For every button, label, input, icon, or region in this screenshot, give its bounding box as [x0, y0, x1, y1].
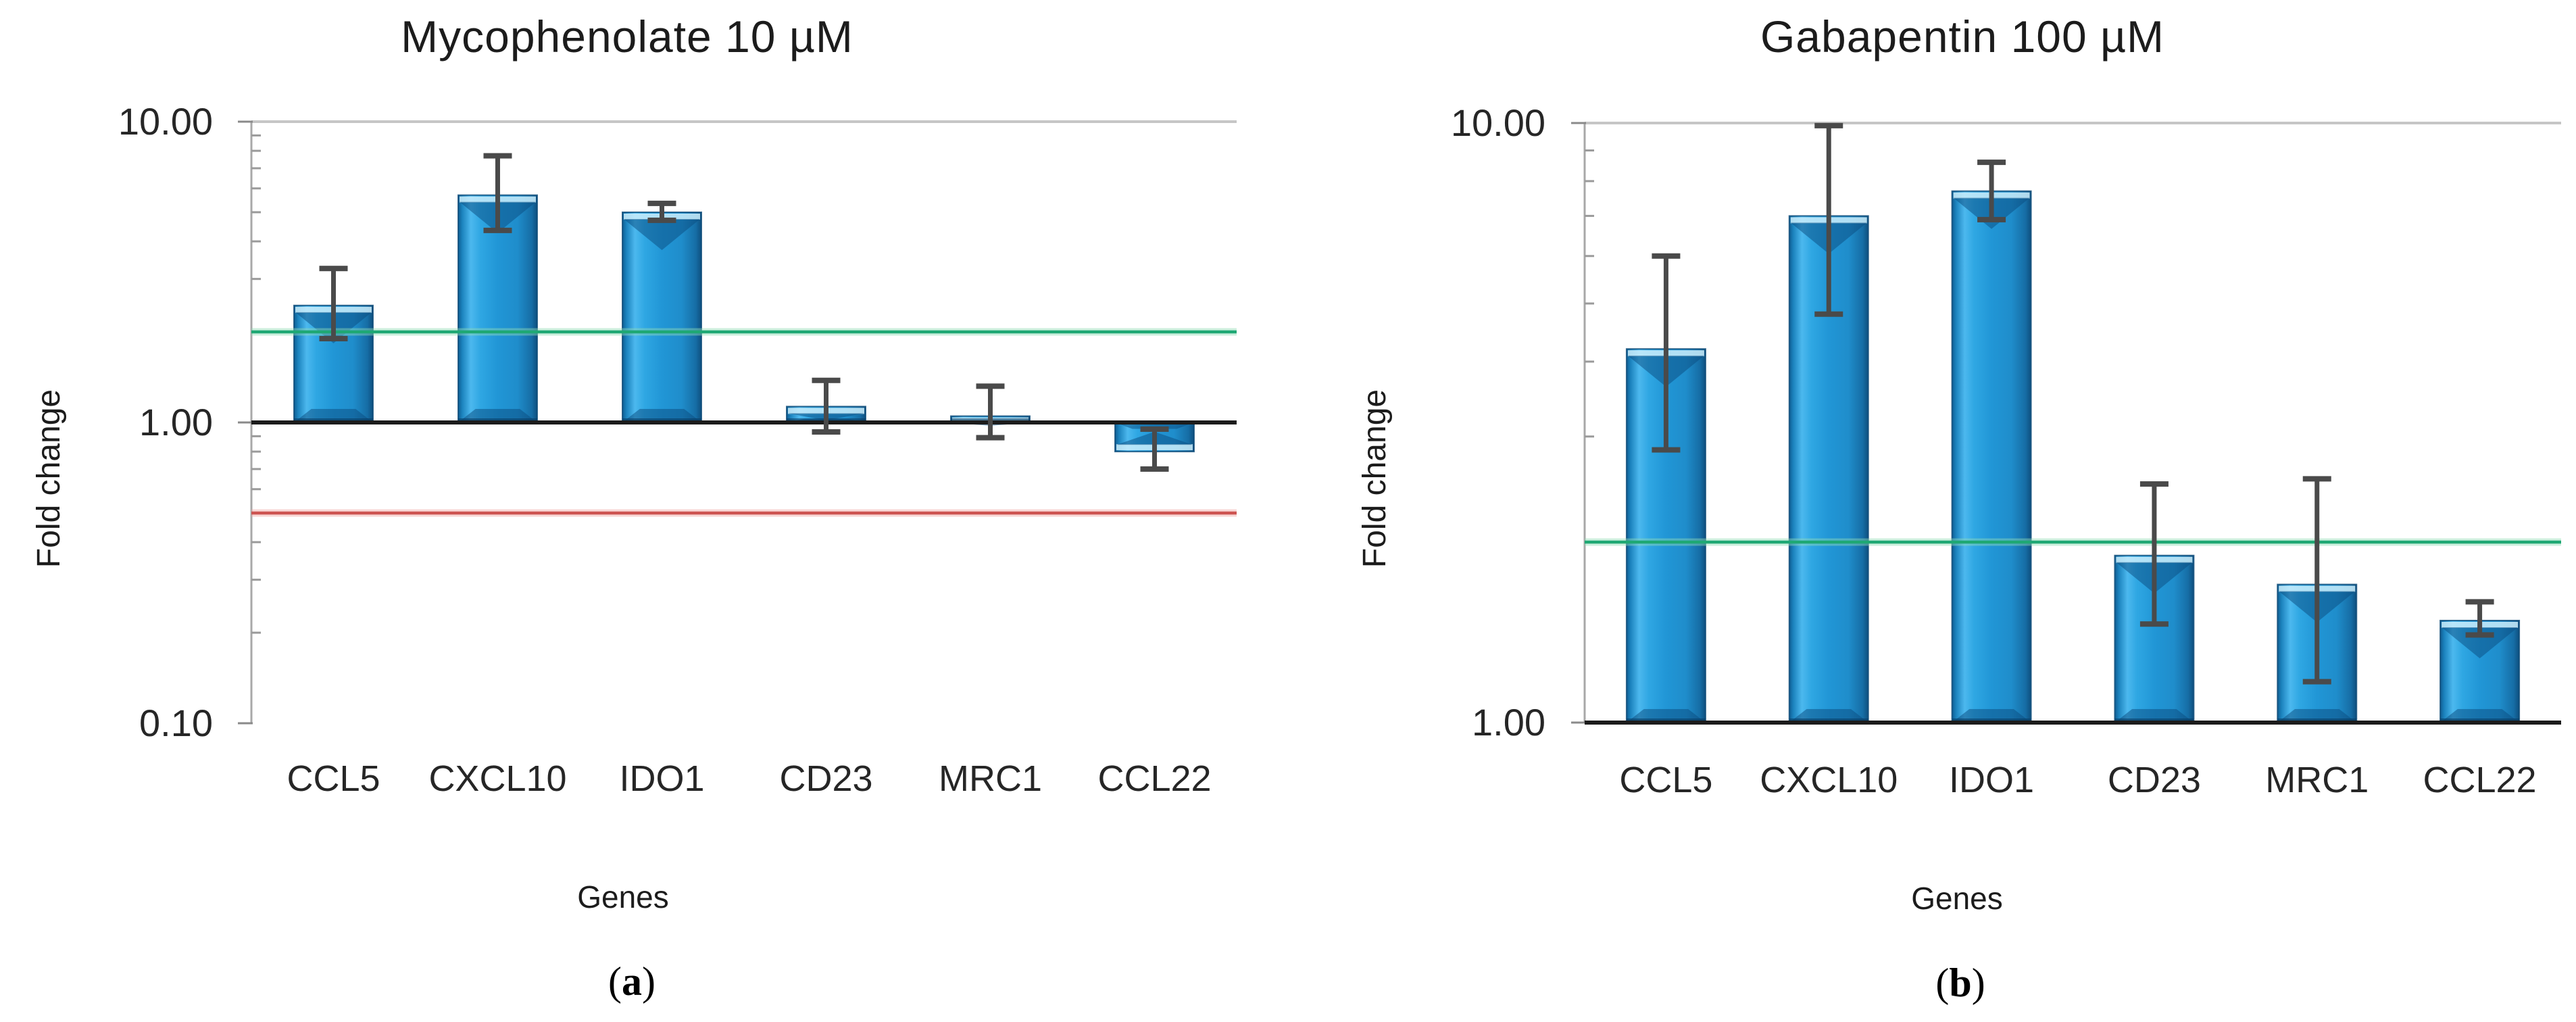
panel-a-error-cap-low — [647, 217, 676, 223]
panel-a-ytick-10: 10.00 — [118, 100, 213, 143]
panel-b-error-cap-high — [1977, 160, 2006, 166]
panel-a-xtick-ccl5: CCL5 — [287, 758, 380, 799]
panel-a-y-axis-title: Fold change — [31, 389, 67, 568]
panel-a-error-cap-high — [976, 383, 1005, 389]
panel-a-caption: (a) — [497, 958, 767, 1005]
panel-b-bar-ido1 — [1951, 190, 2032, 723]
panel-a-error-cap-low — [812, 429, 841, 435]
panel-a-bar-ccl5 — [293, 304, 374, 424]
panel-a-caption-open-paren: ( — [608, 959, 622, 1004]
panel-b-error-cap-high — [1814, 122, 1843, 128]
panel-b-xtick-ccl22: CCL22 — [2423, 760, 2537, 800]
panel-a-ytick-01: 0.10 — [139, 702, 213, 744]
panel-b-error-cap-high — [2465, 599, 2494, 605]
panel-a-error-cap-high — [812, 377, 841, 383]
panel-b-error-cap-low — [1652, 447, 1681, 453]
panel-b-x-axis-title: Genes — [1911, 881, 2003, 916]
panel-a-error-cap-high — [319, 266, 348, 272]
panel-a-error-cap-low — [1140, 466, 1169, 472]
panel-b-error-cap-low — [1977, 216, 2006, 222]
panel-a-error-cap-high — [647, 200, 676, 206]
panel-b-caption-letter: b — [1949, 960, 1972, 1005]
panel-a-xtick-cxcl10: CXCL10 — [428, 758, 567, 799]
panel-b-caption-close-paren: ) — [1971, 960, 1985, 1005]
panel-b-error-cap-low — [2139, 621, 2169, 627]
panel-a-x-axis-labels: CCL5 CXCL10 IDO1 CD23 MRC1 CCL22 — [251, 758, 1237, 799]
panel-b-ytick-10: 10.00 — [1450, 101, 1545, 144]
panel-a-error-cap-low — [483, 227, 512, 233]
panel-a-title: Mycophenolate 10 µM — [401, 11, 853, 62]
panel-a-x-axis-title: Genes — [577, 879, 669, 915]
panel-a-error-cap-high — [483, 153, 512, 159]
panel-a-xtick-ccl22: CCL22 — [1097, 758, 1212, 799]
panel-b-xtick-ido1: IDO1 — [1949, 760, 2035, 800]
panel-b-error-cap-low — [2465, 632, 2494, 638]
panel-a-caption-close-paren: ) — [642, 959, 655, 1004]
panel-b-error-cap-low — [1814, 311, 1843, 317]
panel-b-error-cap-high — [1652, 253, 1681, 259]
panel-a-error-cap-high — [1140, 426, 1169, 432]
panel-b-xtick-mrc1: MRC1 — [2265, 760, 2369, 800]
panel-b-bar-top-bevel — [2442, 627, 2519, 658]
panel-b-caption: (b) — [1825, 960, 2096, 1006]
panel-a-xtick-cd23: CD23 — [779, 758, 873, 799]
panel-a-xtick-mrc1: MRC1 — [938, 758, 1042, 799]
panel-b-xtick-cd23: CD23 — [2107, 760, 2201, 800]
panel-a-error-cap-low — [976, 435, 1005, 441]
panel-b-x-axis-labels: CCL5 CXCL10 IDO1 CD23 MRC1 CCL22 — [1585, 760, 2561, 800]
panel-b-ytick-1: 1.00 — [1472, 701, 1545, 744]
panel-b-title: Gabapentin 100 µM — [1760, 11, 2165, 62]
panel-b-xtick-ccl5: CCL5 — [1619, 760, 1713, 800]
panel-a-error-cap-low — [319, 335, 348, 341]
panel-b-error-cap-low — [2302, 679, 2331, 685]
panel-b-y-axis-title: Fold change — [1357, 389, 1393, 568]
panel-b-error-cap-high — [2139, 481, 2169, 487]
panel-a-caption-letter: a — [622, 959, 642, 1004]
panel-a-xtick-ido1: IDO1 — [619, 758, 705, 799]
panel-b-xtick-cxcl10: CXCL10 — [1760, 760, 1898, 800]
panel-a-ytick-1: 1.00 — [139, 401, 213, 443]
panel-a-bar-top-bevel — [624, 218, 700, 250]
panel-b-error-cap-high — [2302, 476, 2331, 482]
panel-b-caption-open-paren: ( — [1935, 960, 1950, 1005]
